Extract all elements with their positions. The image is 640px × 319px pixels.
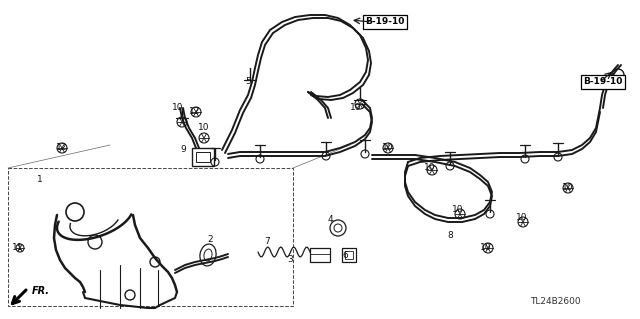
Text: 4: 4 (327, 216, 333, 225)
Bar (345, 251, 353, 259)
Text: 6: 6 (342, 250, 348, 259)
Text: 10: 10 (172, 103, 184, 113)
Text: 7: 7 (264, 238, 270, 247)
Text: 10: 10 (563, 183, 573, 192)
Text: B-19-10: B-19-10 (365, 18, 404, 26)
Text: FR.: FR. (32, 286, 50, 296)
Bar (192, 148, 214, 166)
Text: 9: 9 (180, 145, 186, 154)
Text: 8: 8 (447, 231, 453, 240)
Text: 1: 1 (37, 175, 43, 184)
Text: TL24B2600: TL24B2600 (530, 298, 580, 307)
Text: 2: 2 (207, 235, 213, 244)
Text: 10: 10 (198, 123, 210, 132)
Text: 12: 12 (56, 144, 68, 152)
Text: 10: 10 (516, 213, 528, 222)
Text: 12: 12 (189, 108, 201, 116)
Bar (8, 168, 293, 306)
Bar (196, 152, 210, 162)
Text: B-19-10: B-19-10 (583, 78, 623, 86)
Text: 5: 5 (245, 78, 251, 86)
Bar (310, 248, 330, 262)
Text: 10: 10 (452, 205, 464, 214)
Text: 10: 10 (424, 164, 436, 173)
Text: 3: 3 (287, 256, 293, 264)
Text: 10: 10 (382, 144, 394, 152)
Text: 10: 10 (350, 103, 362, 113)
Text: 11: 11 (12, 243, 24, 253)
Bar (342, 248, 356, 262)
Text: 10: 10 (480, 243, 492, 253)
